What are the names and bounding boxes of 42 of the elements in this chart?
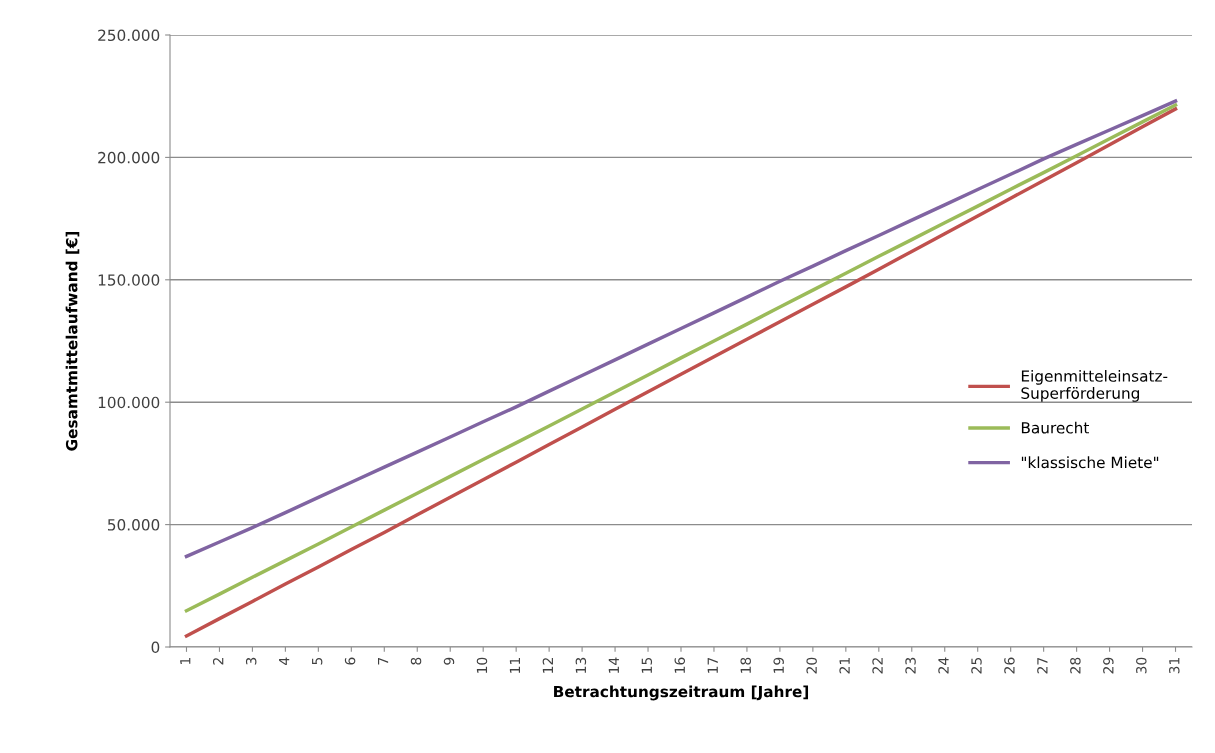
x-tick-label: 5 — [312, 657, 323, 665]
y-tick-label: 150.000 — [98, 274, 160, 286]
x-tick-label: 3 — [245, 657, 257, 665]
legend-label: "klassische Miete" — [1021, 456, 1159, 469]
y-tick-label: 50.000 — [108, 519, 160, 531]
x-tick-label: 6 — [344, 657, 356, 665]
x-tick-label: 30 — [1136, 657, 1147, 674]
x-tick-label: 10 — [476, 657, 488, 673]
x-tick-label: 25 — [971, 657, 982, 674]
x-tick-label: 13 — [575, 657, 587, 673]
x-tick-label: 12 — [542, 658, 553, 673]
x-tick-label: 23 — [905, 657, 916, 674]
x-tick-label: 15 — [641, 657, 653, 673]
y-tick-label: 250.000 — [98, 29, 160, 42]
legend-label: Eigenmitteleinsatz- Superförderung — [1021, 369, 1168, 402]
x-tick-label: 4 — [279, 657, 290, 665]
x-tick-label: 16 — [674, 657, 686, 673]
y-axis-title: Gesamtmittelaufwand [€] — [65, 231, 80, 451]
y-tick-label: 0 — [151, 641, 160, 654]
x-tick-label: 27 — [1037, 657, 1048, 674]
x-tick-label: 8 — [410, 657, 422, 665]
x-tick-label: 9 — [443, 657, 455, 665]
x-tick-label: 19 — [773, 657, 784, 673]
x-tick-label: 2 — [212, 658, 224, 665]
x-tick-label: 7 — [378, 657, 389, 665]
x-tick-label: 31 — [1169, 658, 1180, 674]
x-tick-label: 22 — [872, 658, 883, 674]
x-tick-label: 14 — [608, 657, 619, 673]
x-tick-label: 21 — [839, 658, 850, 674]
x-tick-label: 17 — [707, 657, 718, 673]
x-tick-label: 24 — [938, 657, 949, 674]
y-tick-label: 100.000 — [98, 396, 160, 409]
x-axis-title: Betrachtungszeitraum [Jahre] — [554, 685, 809, 701]
x-tick-label: 28 — [1070, 657, 1081, 674]
legend-label: Baurecht — [1021, 421, 1089, 434]
y-tick-label: 200.000 — [98, 151, 160, 164]
x-tick-label: 1 — [180, 658, 191, 665]
x-tick-label: 11 — [509, 658, 520, 673]
x-tick-label: 29 — [1103, 657, 1114, 674]
x-tick-label: 18 — [740, 657, 751, 673]
x-tick-label: 26 — [1004, 657, 1015, 674]
x-tick-label: 20 — [806, 657, 817, 674]
